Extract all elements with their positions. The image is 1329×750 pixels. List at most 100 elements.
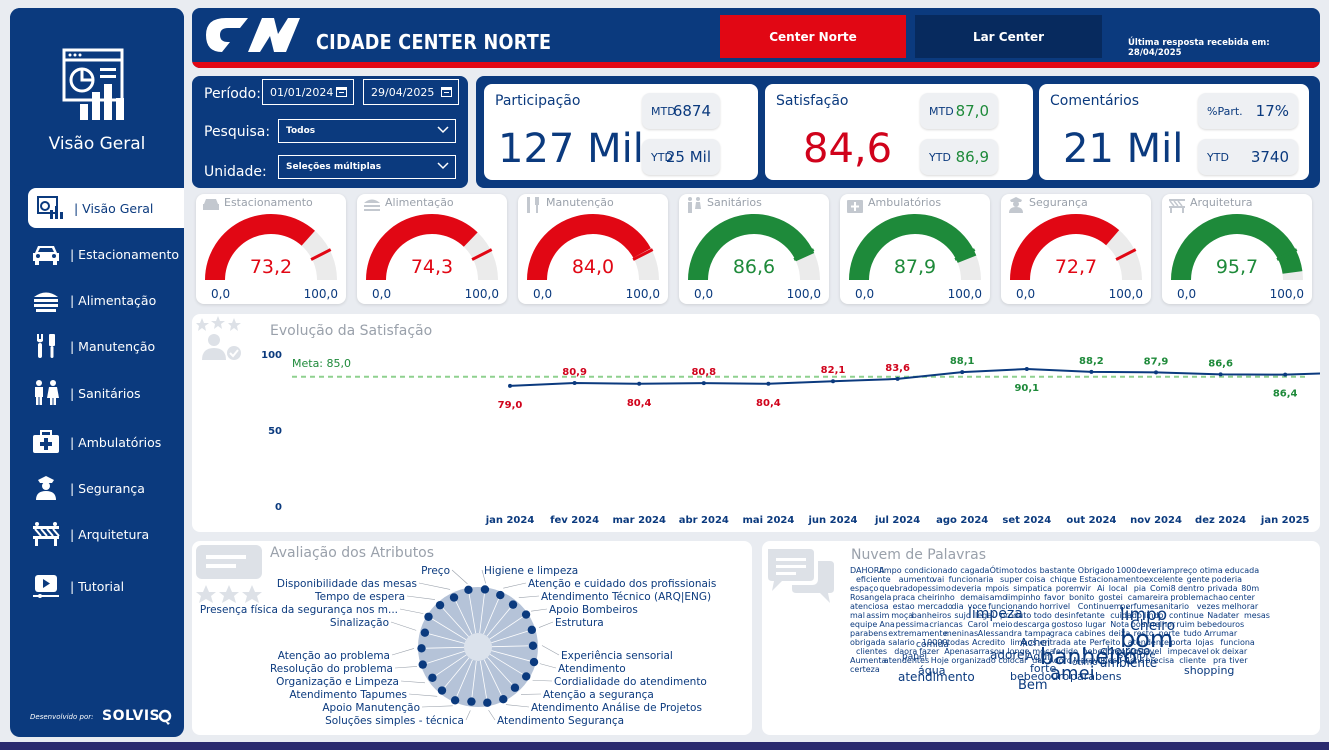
attribute-point[interactable]	[483, 698, 492, 707]
cloud-word[interactable]: bebedor	[1082, 647, 1116, 656]
attribute-point[interactable]	[418, 660, 427, 669]
cloud-word[interactable]: tampa	[1024, 629, 1051, 638]
cloud-word[interactable]: banheiros	[911, 611, 952, 620]
cloud-word[interactable]: bebedouro	[1010, 670, 1070, 683]
cloud-word[interactable]: dentro	[1178, 584, 1205, 593]
cloud-word[interactable]: lugar	[1085, 620, 1106, 629]
cloud-word[interactable]: todos	[1014, 566, 1037, 575]
cloud-word[interactable]: otima	[1199, 566, 1223, 575]
data-point[interactable]	[1089, 369, 1094, 374]
cloud-word[interactable]: problema	[1170, 593, 1209, 602]
date-end-input[interactable]: 29/04/2025	[363, 79, 459, 105]
cloud-word[interactable]: 8	[1170, 584, 1176, 593]
cloud-word[interactable]: poderia	[1211, 575, 1242, 584]
cloud-word[interactable]: Cheiro	[1130, 618, 1176, 634]
attribute-point[interactable]	[450, 696, 460, 705]
cloud-word[interactable]: funcionando	[988, 602, 1038, 611]
cloud-word[interactable]: deixar	[1222, 647, 1248, 656]
attribute-point[interactable]	[510, 683, 520, 692]
cloud-word[interactable]: limpo	[879, 566, 902, 575]
cloud-word[interactable]: educada	[1224, 566, 1260, 575]
cloud-word[interactable]: quebrado	[879, 584, 918, 593]
cloud-word[interactable]: comida	[916, 640, 949, 650]
cloud-word[interactable]: certeza	[850, 665, 880, 674]
sidebar-item-sanitarios[interactable]: | Sanitários	[10, 373, 184, 413]
attribute-point[interactable]	[496, 590, 505, 600]
cloud-word[interactable]: demais	[960, 593, 990, 602]
cloud-word[interactable]: atendente	[1127, 638, 1169, 647]
cloud-word[interactable]: Perfeito	[1089, 638, 1121, 647]
cloud-word[interactable]: extremamente	[888, 629, 948, 638]
attribute-point[interactable]	[522, 672, 531, 681]
cloud-word[interactable]: moça	[891, 611, 914, 620]
cloud-word[interactable]: Ótimo	[989, 566, 1014, 575]
cloud-word[interactable]: água	[918, 664, 946, 677]
cloud-word[interactable]: cliente	[1179, 656, 1207, 665]
cloud-word[interactable]: Acredito	[972, 638, 1006, 647]
cloud-word[interactable]: todas	[947, 638, 970, 647]
attribute-point[interactable]	[521, 610, 531, 619]
cloud-word[interactable]: colocar	[998, 656, 1028, 665]
cloud-word[interactable]: obrigada	[850, 638, 886, 647]
cloud-word[interactable]: atendimento	[898, 670, 975, 684]
cloud-word[interactable]: Aqui	[1026, 650, 1051, 663]
cloud-word[interactable]: privada	[1207, 584, 1238, 593]
cloud-word[interactable]: moça	[1032, 647, 1055, 656]
cloud-word[interactable]: banheiro	[1040, 645, 1138, 670]
cloud-word[interactable]: Aumenta	[850, 656, 887, 665]
attribute-point[interactable]	[449, 593, 459, 602]
tab-center-norte[interactable]: Center Norte	[720, 15, 906, 58]
cloud-word[interactable]: condicionado	[904, 566, 958, 575]
cloud-word[interactable]: bonito	[1069, 593, 1095, 602]
cloud-word[interactable]: fedido	[1053, 647, 1079, 656]
data-point[interactable]	[960, 370, 965, 375]
cloud-word[interactable]: precisa	[1145, 656, 1175, 665]
cloud-word[interactable]: Apenas	[944, 647, 974, 656]
cloud-word[interactable]: funciona	[1220, 638, 1255, 647]
cloud-word[interactable]: Continuem	[1077, 602, 1122, 611]
pesquisa-select[interactable]: Todos	[278, 119, 456, 143]
cloud-word[interactable]: graca	[1049, 629, 1073, 638]
cloud-word[interactable]: preço	[1174, 566, 1198, 575]
cloud-word[interactable]: sujo	[954, 611, 971, 620]
data-point[interactable]	[1154, 370, 1158, 375]
cloud-word[interactable]: porta	[1170, 638, 1192, 647]
data-point[interactable]	[701, 381, 706, 386]
cloud-word[interactable]: limpeza	[968, 606, 1023, 622]
calendar-icon[interactable]	[441, 86, 452, 100]
cloud-word[interactable]: camareira	[1127, 593, 1169, 602]
cloud-word[interactable]: mesas	[1244, 611, 1270, 620]
cloud-word[interactable]: Achei	[1020, 636, 1051, 649]
cloud-word[interactable]: parabens	[850, 629, 888, 638]
cloud-word[interactable]: Nota	[1110, 620, 1130, 629]
attribute-point[interactable]	[424, 612, 433, 621]
cloud-word[interactable]: pra	[1213, 656, 1227, 665]
cloud-word[interactable]: boa	[1130, 620, 1146, 629]
cloud-word[interactable]: clientes	[856, 647, 888, 656]
cloud-word[interactable]: pia	[1133, 584, 1146, 593]
sidebar-item-visao-geral[interactable]: | Visão Geral	[28, 188, 184, 228]
cloud-word[interactable]: m	[985, 584, 993, 593]
cloud-word[interactable]: Ana	[879, 620, 895, 629]
attribute-point[interactable]	[437, 686, 447, 695]
data-point[interactable]	[1024, 367, 1029, 372]
cloud-word[interactable]: center	[1229, 593, 1255, 602]
cloud-word[interactable]: Estacionamento	[1079, 575, 1144, 584]
cloud-word[interactable]: pessimo	[917, 584, 951, 593]
cloud-word[interactable]: forte	[1030, 662, 1057, 675]
cloud-word[interactable]: 80m	[1241, 584, 1260, 593]
cloud-word[interactable]: coisa	[1025, 575, 1046, 584]
cloud-word[interactable]: vai	[932, 575, 945, 584]
cloud-word[interactable]: DAHORA	[850, 566, 885, 575]
attribute-point[interactable]	[464, 585, 473, 594]
cloud-word[interactable]: excelente	[1144, 575, 1183, 584]
cloud-word[interactable]: mercado	[917, 602, 953, 611]
cloud-word[interactable]: adorei	[990, 648, 1028, 662]
cloud-word[interactable]: meio	[992, 620, 1013, 629]
cloud-word[interactable]: equipe	[850, 620, 878, 629]
cloud-word[interactable]: perfume	[1120, 602, 1155, 611]
cloud-word[interactable]: sanitario	[1154, 602, 1189, 611]
cloud-word[interactable]: arrasou	[973, 647, 1004, 656]
cloud-word[interactable]: vir	[1080, 584, 1092, 593]
cloud-word[interactable]: lojas	[1195, 638, 1214, 647]
